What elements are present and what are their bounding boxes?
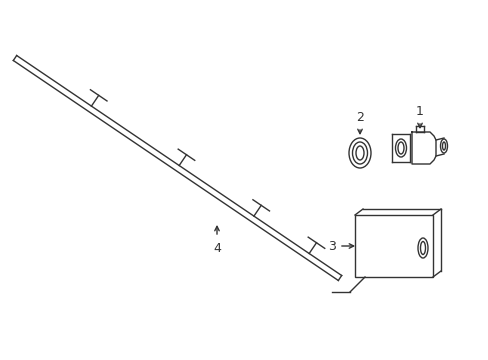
Text: 2: 2: [355, 111, 363, 124]
Text: 3: 3: [327, 239, 335, 252]
Text: 1: 1: [415, 105, 423, 118]
Text: 4: 4: [213, 242, 221, 255]
